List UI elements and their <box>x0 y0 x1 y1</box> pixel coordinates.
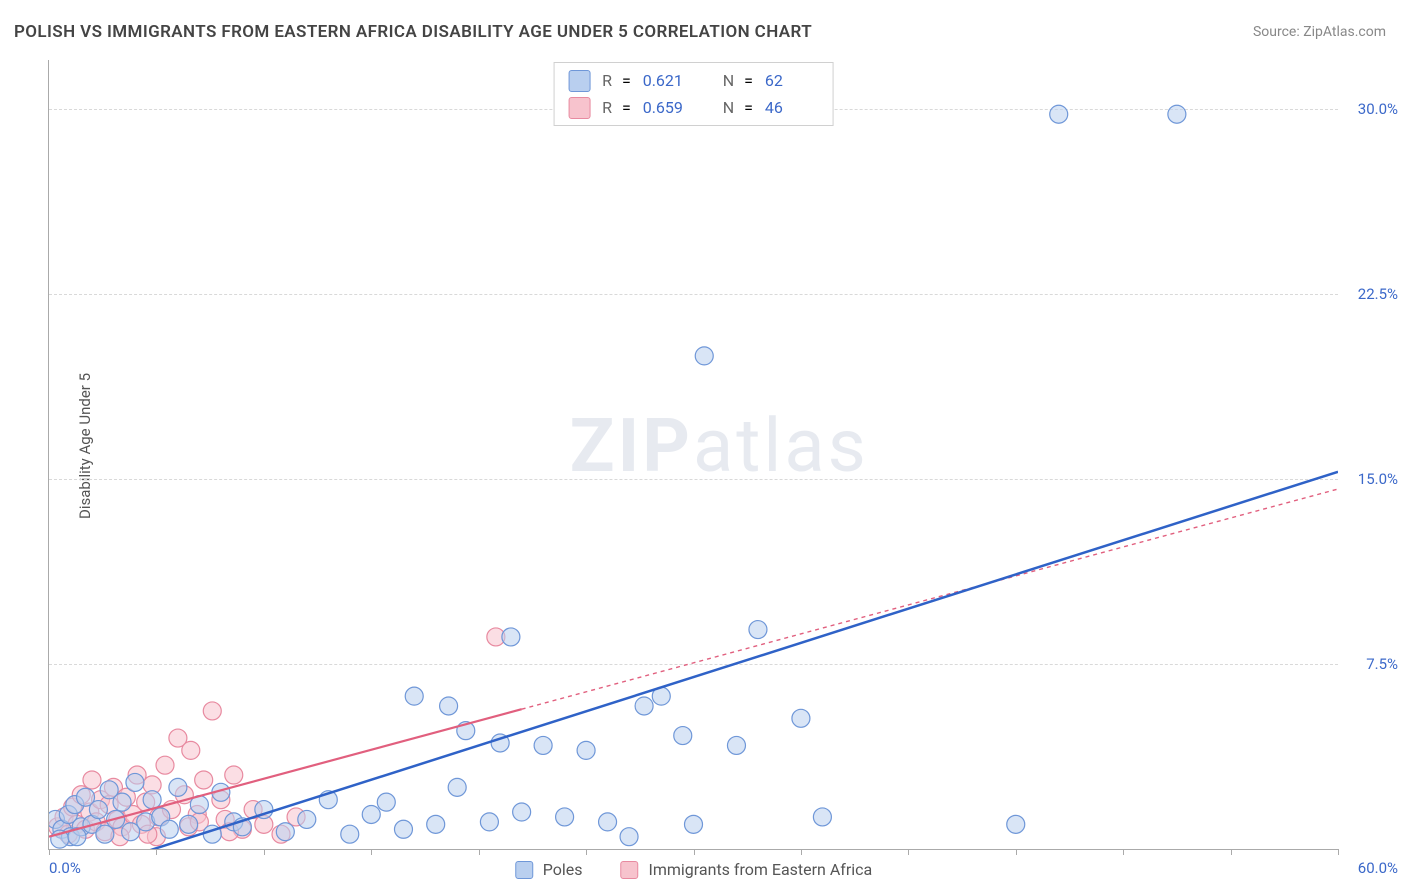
plot-area: ZIPatlas R = 0.621 N = 62 R = 0.659 N = … <box>48 60 1338 850</box>
legend-stats-row-poles: R = 0.621 N = 62 <box>568 67 819 94</box>
data-point-poles <box>813 808 831 826</box>
x-tick <box>264 849 265 855</box>
y-tick-label: 7.5% <box>1343 655 1398 673</box>
data-point-poles <box>635 697 653 715</box>
data-point-poles <box>695 347 713 365</box>
data-point-poles <box>427 815 445 833</box>
data-point-poles <box>377 793 395 811</box>
data-point-eastafrica <box>195 771 213 789</box>
x-tick <box>908 849 909 855</box>
x-tick <box>156 849 157 855</box>
eq-label-2: = <box>744 67 753 94</box>
data-point-poles <box>480 813 498 831</box>
data-point-poles <box>160 820 178 838</box>
chart-container: POLISH VS IMMIGRANTS FROM EASTERN AFRICA… <box>0 0 1406 892</box>
x-tick <box>479 849 480 855</box>
data-point-poles <box>448 778 466 796</box>
data-point-poles <box>89 801 107 819</box>
n-value-eastafrica: 46 <box>765 94 813 121</box>
data-point-eastafrica <box>156 756 174 774</box>
source-prefix: Source: <box>1253 24 1303 40</box>
eq-label: = <box>622 94 631 121</box>
swatch-eastafrica-icon <box>621 861 639 879</box>
data-point-poles <box>341 825 359 843</box>
x-axis-max-label: 60.0% <box>1358 859 1398 877</box>
y-tick-label: 30.0% <box>1343 100 1398 118</box>
data-point-poles <box>749 621 767 639</box>
data-point-poles <box>674 727 692 745</box>
data-point-poles <box>534 736 552 754</box>
data-point-poles <box>599 813 617 831</box>
data-point-poles <box>169 778 187 796</box>
x-tick <box>49 849 50 855</box>
swatch-poles-icon <box>515 861 533 879</box>
data-point-poles <box>1007 815 1025 833</box>
x-axis-min-label: 0.0% <box>49 859 81 877</box>
x-tick <box>1338 849 1339 855</box>
source-attribution: Source: ZipAtlas.com <box>1253 24 1386 40</box>
y-tick-label: 15.0% <box>1343 470 1398 488</box>
data-point-eastafrica <box>225 766 243 784</box>
regression-line-poles <box>92 472 1338 849</box>
chart-title: POLISH VS IMMIGRANTS FROM EASTERN AFRICA… <box>14 22 812 42</box>
data-point-poles <box>394 820 412 838</box>
x-tick <box>801 849 802 855</box>
r-label: R <box>602 67 612 94</box>
data-point-poles <box>180 815 198 833</box>
x-tick <box>586 849 587 855</box>
legend-stats-box: R = 0.621 N = 62 R = 0.659 N = 46 <box>553 62 834 126</box>
data-point-poles <box>577 741 595 759</box>
legend-label-poles: Poles <box>543 860 583 879</box>
swatch-eastafrica-icon <box>568 97 590 119</box>
source-name: ZipAtlas.com <box>1303 24 1386 40</box>
data-point-poles <box>685 815 703 833</box>
data-point-poles <box>126 773 144 791</box>
regression-line-eastafrica-solid <box>49 709 522 836</box>
swatch-poles-icon <box>568 70 590 92</box>
data-point-poles <box>1168 105 1186 123</box>
r-value-poles: 0.621 <box>643 67 691 94</box>
data-point-poles <box>556 808 574 826</box>
data-point-poles <box>113 793 131 811</box>
regression-line-eastafrica-dashed <box>522 489 1338 709</box>
legend-stats-row-eastafrica: R = 0.659 N = 46 <box>568 94 819 121</box>
x-tick <box>1016 849 1017 855</box>
x-tick <box>1231 849 1232 855</box>
legend-bottom: Poles Immigrants from Eastern Africa <box>515 860 873 879</box>
data-point-poles <box>405 687 423 705</box>
data-point-poles <box>1050 105 1068 123</box>
data-point-poles <box>502 628 520 646</box>
data-point-poles <box>298 810 316 828</box>
data-point-eastafrica <box>83 771 101 789</box>
x-tick <box>694 849 695 855</box>
n-value-poles: 62 <box>765 67 813 94</box>
r-label: R <box>602 94 612 121</box>
data-point-eastafrica <box>203 702 221 720</box>
y-tick-label: 22.5% <box>1343 285 1398 303</box>
n-label: N <box>723 94 734 121</box>
data-point-poles <box>143 791 161 809</box>
data-point-poles <box>362 805 380 823</box>
eq-label-2: = <box>744 94 753 121</box>
data-point-poles <box>276 823 294 841</box>
data-point-poles <box>727 736 745 754</box>
plot-svg <box>49 60 1338 849</box>
x-tick <box>1123 849 1124 855</box>
legend-label-eastafrica: Immigrants from Eastern Africa <box>649 860 873 879</box>
data-point-poles <box>513 803 531 821</box>
eq-label: = <box>622 67 631 94</box>
n-label: N <box>723 67 734 94</box>
data-point-poles <box>792 709 810 727</box>
data-point-poles <box>440 697 458 715</box>
x-tick <box>371 849 372 855</box>
data-point-poles <box>620 828 638 846</box>
r-value-eastafrica: 0.659 <box>643 94 691 121</box>
data-point-eastafrica <box>182 741 200 759</box>
